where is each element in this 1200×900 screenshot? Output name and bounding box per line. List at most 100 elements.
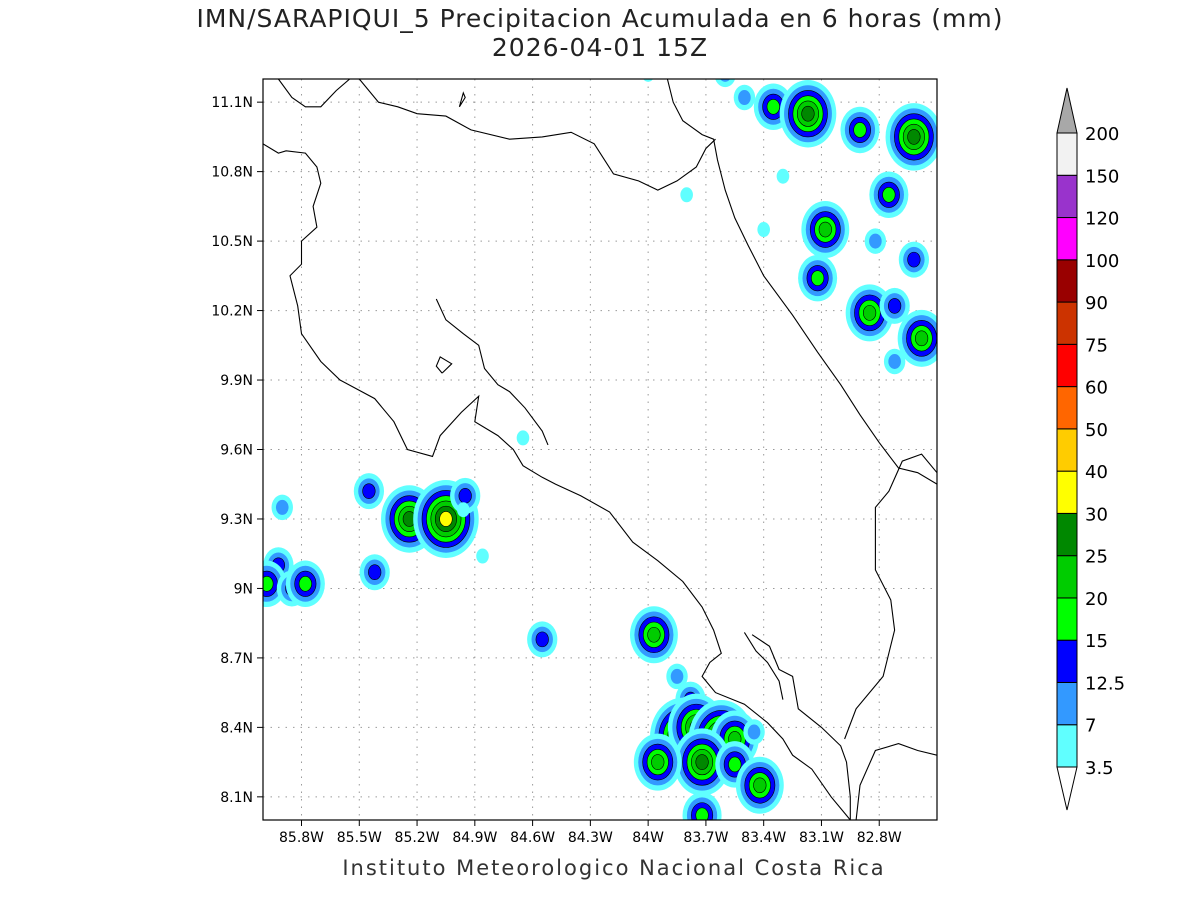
colorbar-label-0: 3.5 [1085,758,1114,779]
latitude-ticks: 8.1N 8.4N 8.7N 9N 9.3N 9.6N 9.9N 10.2N 10.5N 10.8… [211,95,263,806]
coastline-7 [743,632,784,700]
chart-subtitle-date: 2026-04-01 15Z [491,33,709,62]
precip-cell-42 [715,79,736,88]
lon-tick-label-6: 84W [632,830,664,846]
precip-contour-15-1 [670,668,684,684]
coastline-9 [435,356,453,374]
colorbar-box-10 [1056,301,1078,345]
colorbar-box-4 [1056,555,1078,599]
colorbar-label-3: 15 [1085,631,1108,652]
lat-tick-label-0: 8.1N [220,790,253,806]
colorbar-box-11 [1056,259,1078,303]
precip-contour-23-3 [728,756,742,773]
precip-contour-4-3 [298,576,312,592]
lon-tick-label-8: 83.4W [741,830,786,846]
precip-cell-9 [450,477,481,514]
precip-contour-39-4 [914,330,929,347]
precip-contour-2-3 [263,576,274,592]
colorbar-label-13: 120 [1085,209,1119,230]
precip-cell-14 [629,606,678,664]
precip-cell-27 [733,84,756,111]
precip-contour-5-2 [362,483,376,499]
precip-cell-30 [840,106,880,154]
precip-cell-44 [757,222,770,238]
precip-cell-31 [885,103,937,171]
precip-contour-44-0 [757,222,770,238]
precip-contour-37-4 [862,305,877,321]
precip-contour-40-1 [888,354,901,370]
precip-cell-33 [801,201,850,259]
colorbar-box-9 [1056,343,1078,388]
precip-contour-28-3 [766,98,780,115]
colorbar-box-6 [1056,470,1078,514]
precip-contour-38-2 [888,298,902,314]
precip-cell-45 [776,168,790,184]
precip-cell-6 [359,554,390,591]
colorbar-label-12: 100 [1085,251,1119,272]
colorbar-box-13 [1056,174,1078,219]
lat-tick-label-3: 9N [234,581,253,597]
precip-cell-32 [869,171,909,219]
precip-contour-27-1 [738,90,751,106]
precip-cell-36 [798,254,838,302]
precip-cell-29 [779,79,837,148]
lat-tick-label-4: 9.3N [220,512,253,528]
colorbar-label-4: 20 [1085,589,1108,610]
colorbar-box-5 [1056,512,1078,557]
precip-contour-35-2 [907,251,921,268]
coastline-10 [458,91,466,108]
precip-cell-43 [680,187,693,203]
precip-cell-5 [353,473,385,510]
precip-cell-39 [897,309,937,367]
coastline-1 [358,79,716,191]
precip-contour-31-5 [907,129,921,145]
lat-tick-label-5: 9.6N [220,443,253,459]
colorbar-label-9: 60 [1085,378,1108,399]
precip-contour-26-3 [695,807,709,820]
precip-contour-6-2 [368,564,382,581]
colorbar-label-7: 40 [1085,462,1108,483]
lon-tick-label-10: 82.8W [857,830,902,846]
lon-tick-label-3: 84.9W [452,830,497,846]
colorbar-under-triangle [1056,766,1078,811]
lat-tick-label-1: 8.4N [220,720,253,736]
precip-contour-13-0 [516,430,530,446]
lat-tick-label-7: 10.2N [211,304,253,320]
coastline-5 [751,634,851,820]
lat-tick-label-9: 10.8N [211,165,253,181]
precip-contour-12-2 [535,631,549,648]
colorbar-box-14 [1056,132,1078,176]
precip-contour-43-0 [680,187,693,203]
precip-cell-4 [285,560,325,608]
colorbar-box-2 [1056,639,1078,683]
colorbar-box-12 [1056,217,1078,261]
lat-tick-label-8: 10.5N [211,234,253,250]
precip-contour-42-1 [720,79,731,82]
precip-contour-45-0 [776,168,790,184]
precip-contour-21-5 [695,754,709,770]
coastline-8 [844,453,937,740]
colorbar-box-7 [1056,428,1078,472]
precip-cell-0 [271,494,293,521]
coastline-4 [435,298,549,446]
map-grid [263,79,937,820]
coastline-6 [855,743,937,820]
precip-contour-42-0 [715,79,736,88]
colorbar-label-8: 50 [1085,420,1108,441]
precip-contour-29-5 [801,105,815,122]
colorbar-label-11: 90 [1085,293,1108,314]
lon-tick-label-9: 83.1W [799,830,844,846]
chart-title: IMN/SARAPIQUI_5 Precipitacion Acumulada … [196,4,1004,33]
precip-cell-26 [682,792,722,820]
precip-contour-22-4 [651,754,665,770]
precipitation-contours [263,79,937,820]
coastline-0 [277,79,351,108]
colorbar-label-10: 75 [1085,335,1108,356]
precip-contour-24-4 [753,777,767,794]
longitude-ticks: 85.8W 85.5W 85.2W 84.9W 84.6W 84.3W 84W 83.7W 83… [279,820,902,846]
precip-contour-30-3 [853,122,867,138]
lat-tick-label-6: 9.9N [220,373,253,389]
precip-contour-9-2 [458,488,472,504]
precip-cell-12 [527,621,558,658]
precip-cell-35 [898,241,930,278]
